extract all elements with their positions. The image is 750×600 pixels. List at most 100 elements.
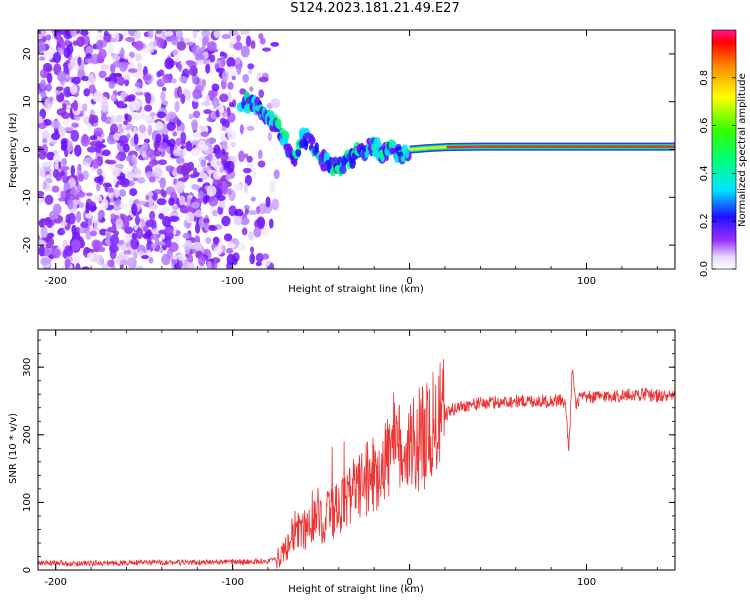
spectrogram-noise [131,111,141,121]
spectrogram-noise [118,135,129,144]
spectrogram-noise [219,117,226,125]
spectrogram-noise [155,30,163,34]
spectrogram-noise [219,93,229,103]
spectrogram-noise [46,83,52,92]
spectrogram-noise [196,53,205,60]
spectrogram-noise [145,114,152,123]
spectrogram-noise [213,179,218,186]
spectrogram-noise [228,243,237,248]
spectrogram-noise [231,75,236,81]
spectrogram-ridge-core [651,145,655,148]
spectrogram-noise [132,157,138,167]
spectrogram-ridge-core [478,145,481,148]
spectrogram-noise [41,51,49,58]
spectrogram-noise [45,34,52,41]
spectrogram-noise [90,227,100,232]
spectrogram-noise [201,78,206,88]
spectrogram-noise [120,61,129,69]
spectrogram-ridge-core [425,147,428,150]
spectrogram-noise [124,226,134,234]
spectrogram-noise [212,171,222,180]
spectrogram-noise [206,162,212,167]
spectrogram-noise [138,250,145,257]
spectrogram-ridge-core [409,148,412,151]
spectrogram-noise [250,246,255,254]
top-x-tick-label: 0 [406,276,412,287]
spectrogram-noise [40,226,48,239]
spectrogram-noise [121,30,129,37]
spectrogram-noise [120,178,130,188]
spectrogram-ridge-core [616,145,619,148]
spectrogram-noise [66,104,72,109]
spectrogram-noise [51,185,60,193]
spectrogram-noise [164,57,174,70]
spectrogram-noise [188,113,194,120]
spectrogram-noise [211,83,220,92]
spectrogram-noise [71,224,77,236]
spectrogram-noise [40,167,46,178]
spectrogram-ridge-core [662,145,665,148]
spectrogram-noise [162,73,172,84]
spectrogram-ridge-core [600,145,603,148]
spectrogram-ridge-core [459,145,462,149]
spectrogram-noise [44,194,54,205]
spectrogram-noise [126,171,135,179]
spectrogram-noise [112,61,123,68]
spectrogram-noise [126,133,131,139]
spectrogram-noise [60,190,67,199]
spectrogram-noise [159,142,168,150]
spectrogram-noise [80,221,89,229]
spectrogram-noise [175,137,181,147]
spectrogram-ridge-core [570,145,573,148]
spectrogram-noise [170,35,179,46]
spectrogram-noise [191,183,200,190]
spectrogram-noise [176,40,187,51]
spectrogram-noise [70,129,80,142]
spectrogram-noise [131,203,138,215]
spectrogram-noise [201,30,211,38]
spectrogram-ridge-core [512,145,515,148]
spectrogram-ridge-blob [303,140,309,151]
spectrogram-ridge-core [434,146,437,149]
spectrogram-noise [214,147,222,159]
spectrogram-noise [201,101,211,107]
spectrogram-noise [102,149,111,157]
spectrogram-noise [69,83,78,95]
spectrogram-ridge-core [423,147,426,150]
spectrogram-ridge-core [637,145,641,148]
bottom-x-tick-label: 100 [577,577,596,588]
spectrogram-noise [240,30,250,36]
colorbar-tick-label: 0.0 [699,261,710,277]
spectrogram-ridge-core [483,145,487,148]
spectrogram-ridge-core [473,145,476,148]
spectrogram-noise [74,144,82,157]
spectrogram-noise [174,100,180,113]
spectrogram-noise [72,100,79,112]
spectrogram-noise [88,72,95,83]
spectrogram-noise [38,122,47,130]
spectrogram-noise [95,140,101,146]
spectrogram-noise [226,247,234,254]
spectrogram-ridge-core [581,145,584,148]
spectrogram-noise [179,75,188,83]
spectrogram-noise [78,201,85,209]
spectrogram-noise [180,132,187,143]
spectrogram-ridge-core [448,145,451,149]
spectrogram-noise [93,176,102,183]
spectrogram-noise [132,258,137,269]
spectrogram-ridge-core [630,145,633,148]
spectrogram-noise [241,227,248,236]
spectrogram-noise [110,213,116,219]
spectrogram-noise [84,212,93,219]
spectrogram-noise [52,51,62,64]
spectrogram-ridge-core [452,145,455,149]
spectrogram-noise [42,70,48,79]
spectrogram-noise [258,89,265,99]
spectrogram-noise [79,226,85,234]
spectrogram-noise [101,263,108,269]
spectrogram-noise [175,180,185,193]
spectrogram-noise [98,70,107,79]
spectrogram-noise [155,133,162,144]
spectrogram-noise [218,106,224,114]
spectrogram-noise [54,162,59,170]
